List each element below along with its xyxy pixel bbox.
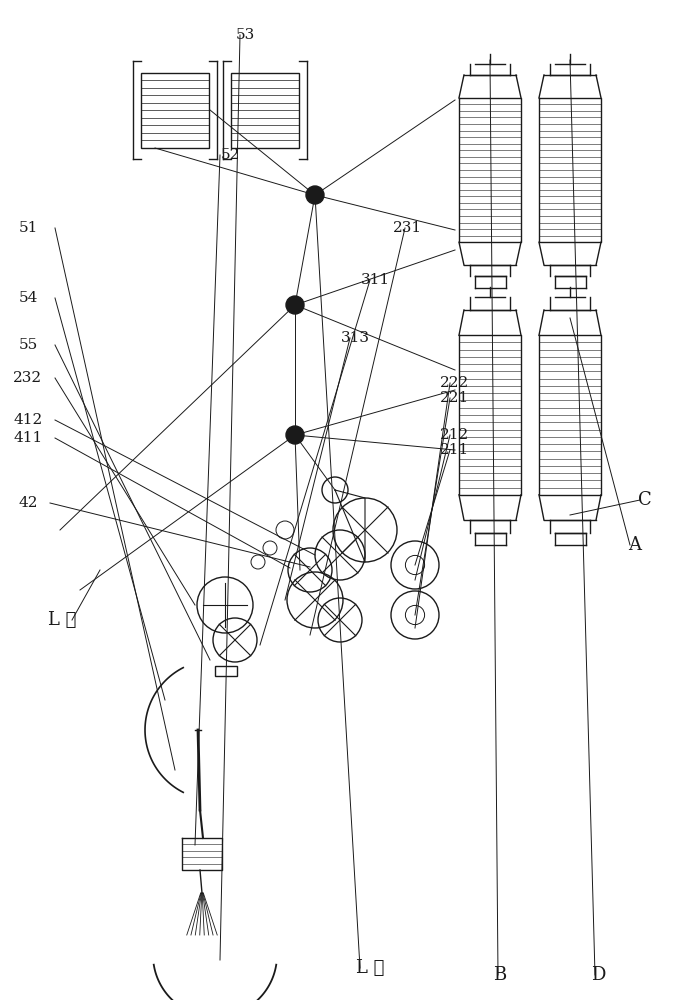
Text: 211: 211 [440, 443, 470, 457]
Bar [215, 666, 237, 676]
Circle shape [306, 186, 324, 204]
Text: 212: 212 [440, 428, 470, 442]
Text: B: B [493, 966, 507, 984]
Text: L 甲: L 甲 [356, 959, 384, 977]
Text: 222: 222 [440, 376, 470, 390]
Bar [141, 73, 209, 147]
Text: L 乙: L 乙 [47, 611, 76, 629]
Bar [231, 73, 299, 147]
Text: 51: 51 [18, 221, 38, 235]
Circle shape [286, 296, 304, 314]
Text: 313: 313 [341, 331, 369, 345]
Text: 411: 411 [13, 431, 43, 445]
Circle shape [286, 426, 304, 444]
Text: C: C [638, 491, 652, 509]
Text: 311: 311 [360, 273, 389, 287]
Text: A: A [628, 536, 641, 554]
Text: 221: 221 [440, 391, 470, 405]
Text: 232: 232 [13, 371, 43, 385]
Text: 231: 231 [394, 221, 422, 235]
Text: 53: 53 [235, 28, 255, 42]
Text: 55: 55 [18, 338, 38, 352]
Text: 54: 54 [18, 291, 38, 305]
Text: 412: 412 [13, 413, 43, 427]
Text: 52: 52 [221, 148, 239, 162]
Text: D: D [591, 966, 605, 984]
Text: 42: 42 [18, 496, 38, 510]
